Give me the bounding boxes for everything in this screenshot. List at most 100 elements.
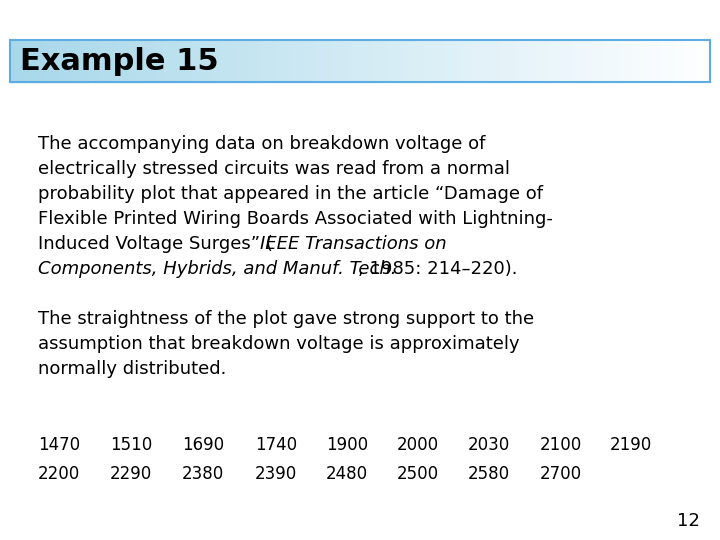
Bar [640,40,648,82]
Text: 1900: 1900 [326,436,368,454]
Bar [45,40,53,82]
Bar [451,40,459,82]
Bar [101,40,109,82]
Bar [689,40,697,82]
Bar [59,40,67,82]
Bar [241,40,249,82]
Text: 1740: 1740 [255,436,297,454]
Bar [248,40,256,82]
Bar [647,40,655,82]
Bar [549,40,557,82]
Bar [80,40,88,82]
Bar [458,40,466,82]
Bar [346,40,354,82]
Bar [556,40,564,82]
Bar [283,40,291,82]
Bar [542,40,550,82]
Bar [297,40,305,82]
Bar [675,40,683,82]
Bar [437,40,445,82]
Bar [199,40,207,82]
Bar [535,40,543,82]
Text: 2700: 2700 [540,465,582,483]
Bar [661,40,669,82]
Bar [395,40,403,82]
Bar [255,40,263,82]
Bar [122,40,130,82]
Text: IEEE Transactions on: IEEE Transactions on [260,235,446,253]
Bar [276,40,284,82]
Bar [402,40,410,82]
Bar [507,40,515,82]
Bar [493,40,501,82]
Bar [591,40,599,82]
Bar [353,40,361,82]
Bar [528,40,536,82]
Bar [73,40,81,82]
Text: 1470: 1470 [38,436,80,454]
Bar [416,40,424,82]
Bar [360,40,368,82]
Text: 2000: 2000 [397,436,439,454]
Bar [486,40,494,82]
Bar [136,40,144,82]
Bar [444,40,452,82]
Bar [290,40,298,82]
Bar [521,40,529,82]
Bar [367,40,375,82]
Bar [31,40,39,82]
Bar [115,40,123,82]
Bar [430,40,438,82]
Bar [157,40,165,82]
Bar [213,40,221,82]
Bar [570,40,578,82]
Bar [465,40,473,82]
Bar [269,40,277,82]
Bar [192,40,200,82]
Bar [703,40,711,82]
Bar [24,40,32,82]
Text: The straightness of the plot gave strong support to the: The straightness of the plot gave strong… [38,310,534,328]
Bar [668,40,676,82]
Text: , 1985: 214–220).: , 1985: 214–220). [358,260,518,278]
Text: 2030: 2030 [468,436,510,454]
Bar [388,40,396,82]
Text: 2390: 2390 [255,465,297,483]
Text: 1510: 1510 [110,436,152,454]
Bar [584,40,592,82]
Text: 2580: 2580 [468,465,510,483]
Text: probability plot that appeared in the article “Damage of: probability plot that appeared in the ar… [38,185,543,203]
Bar [129,40,137,82]
Text: Induced Voltage Surges” (: Induced Voltage Surges” ( [38,235,273,253]
Bar [171,40,179,82]
Bar [577,40,585,82]
Bar [206,40,214,82]
Bar [178,40,186,82]
Text: assumption that breakdown voltage is approximately: assumption that breakdown voltage is app… [38,335,520,353]
Text: The accompanying data on breakdown voltage of: The accompanying data on breakdown volta… [38,135,485,153]
Bar [52,40,60,82]
Bar [332,40,340,82]
Bar [633,40,641,82]
Bar [150,40,158,82]
Bar [318,40,326,82]
Bar [619,40,627,82]
Text: Flexible Printed Wiring Boards Associated with Lightning-: Flexible Printed Wiring Boards Associate… [38,210,553,228]
Bar [339,40,347,82]
Bar [234,40,242,82]
Bar [381,40,389,82]
Bar [409,40,417,82]
Bar [500,40,508,82]
Bar [563,40,571,82]
Bar [374,40,382,82]
Text: 2290: 2290 [110,465,152,483]
Text: 2200: 2200 [38,465,80,483]
Text: 2480: 2480 [326,465,368,483]
Bar [10,40,18,82]
Bar [262,40,270,82]
Bar [696,40,704,82]
Bar [94,40,102,82]
Bar [108,40,116,82]
Bar [325,40,333,82]
Bar [143,40,151,82]
